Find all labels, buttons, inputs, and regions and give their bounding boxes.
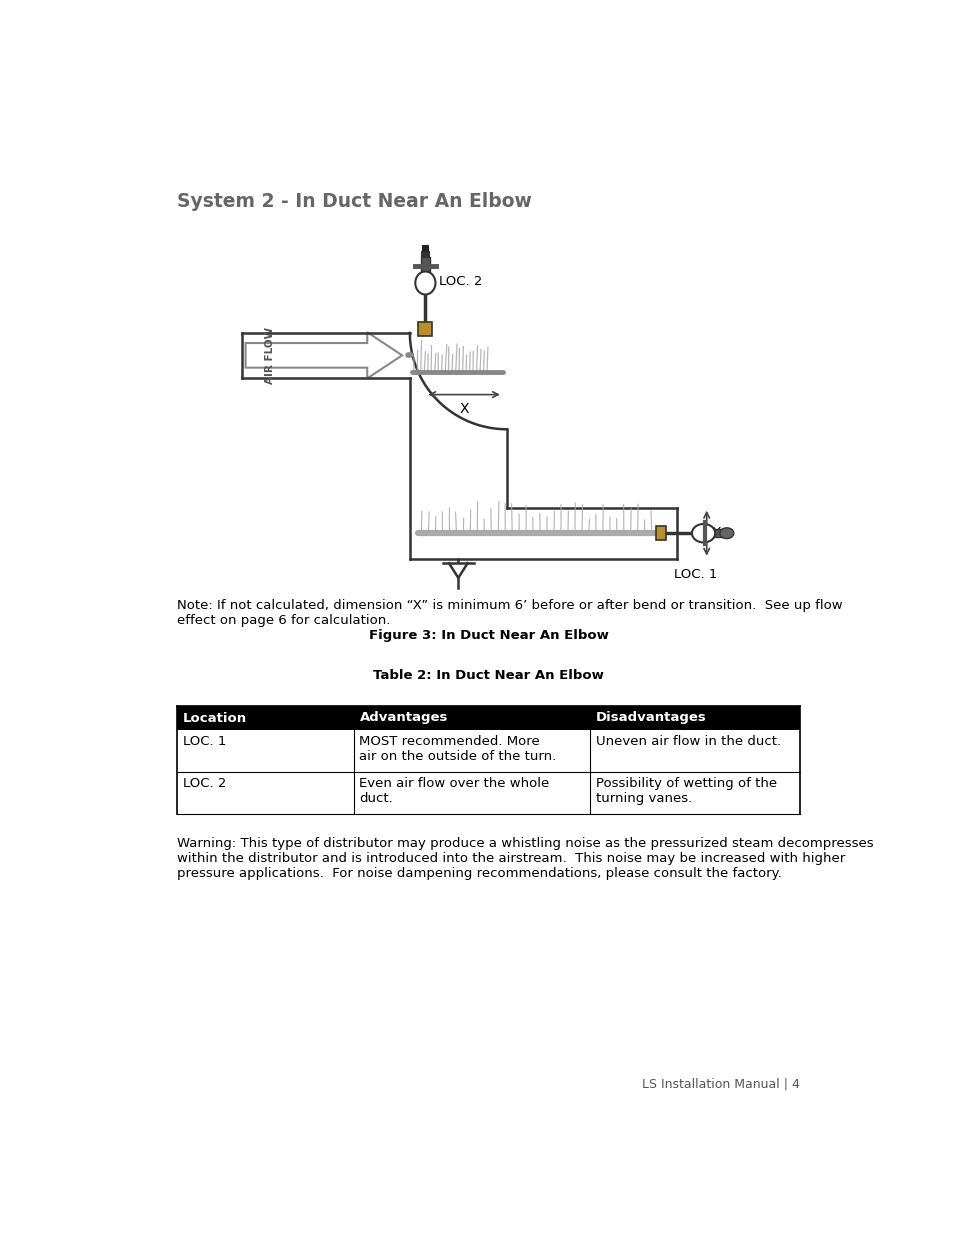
Bar	[421, 251, 429, 257]
Text: Advantages: Advantages	[359, 711, 447, 725]
Text: Possibility of wetting of the
turning vanes.: Possibility of wetting of the turning va…	[596, 777, 776, 805]
Text: LOC. 1: LOC. 1	[674, 568, 717, 580]
Text: Uneven air flow in the duct.: Uneven air flow in the duct.	[596, 735, 781, 748]
Bar	[354, 706, 590, 730]
Ellipse shape	[691, 524, 715, 542]
Text: X: X	[459, 403, 468, 416]
Bar	[418, 322, 432, 336]
Ellipse shape	[415, 272, 435, 294]
Text: LOC. 2: LOC. 2	[183, 777, 226, 790]
Text: System 2 - In Duct Near An Elbow: System 2 - In Duct Near An Elbow	[177, 193, 532, 211]
Bar	[715, 530, 725, 537]
Bar	[590, 706, 799, 730]
Text: X: X	[711, 526, 720, 540]
Ellipse shape	[720, 527, 733, 538]
Text: LS Installation Manual | 4: LS Installation Manual | 4	[641, 1078, 799, 1091]
Text: Table 2: In Duct Near An Elbow: Table 2: In Duct Near An Elbow	[373, 669, 604, 683]
Text: Figure 3: In Duct Near An Elbow: Figure 3: In Duct Near An Elbow	[369, 630, 608, 642]
Text: Location: Location	[183, 711, 247, 725]
Bar	[422, 246, 428, 251]
Text: Warning: This type of distributor may produce a whistling noise as the pressuriz: Warning: This type of distributor may pr…	[177, 837, 873, 881]
Text: Even air flow over the whole
duct.: Even air flow over the whole duct.	[359, 777, 549, 805]
Text: LOC. 1: LOC. 1	[183, 735, 226, 748]
Bar	[177, 706, 354, 730]
Text: AIR FLOW: AIR FLOW	[265, 327, 275, 384]
Text: Note: If not calculated, dimension “X” is minimum 6’ before or after bend or tra: Note: If not calculated, dimension “X” i…	[177, 599, 842, 626]
Text: Disadvantages: Disadvantages	[596, 711, 706, 725]
Text: LOC. 2: LOC. 2	[438, 275, 481, 288]
Bar	[655, 526, 666, 540]
Bar	[420, 257, 430, 270]
Polygon shape	[245, 332, 402, 378]
Text: MOST recommended. More
air on the outside of the turn.: MOST recommended. More air on the outsid…	[359, 735, 557, 763]
